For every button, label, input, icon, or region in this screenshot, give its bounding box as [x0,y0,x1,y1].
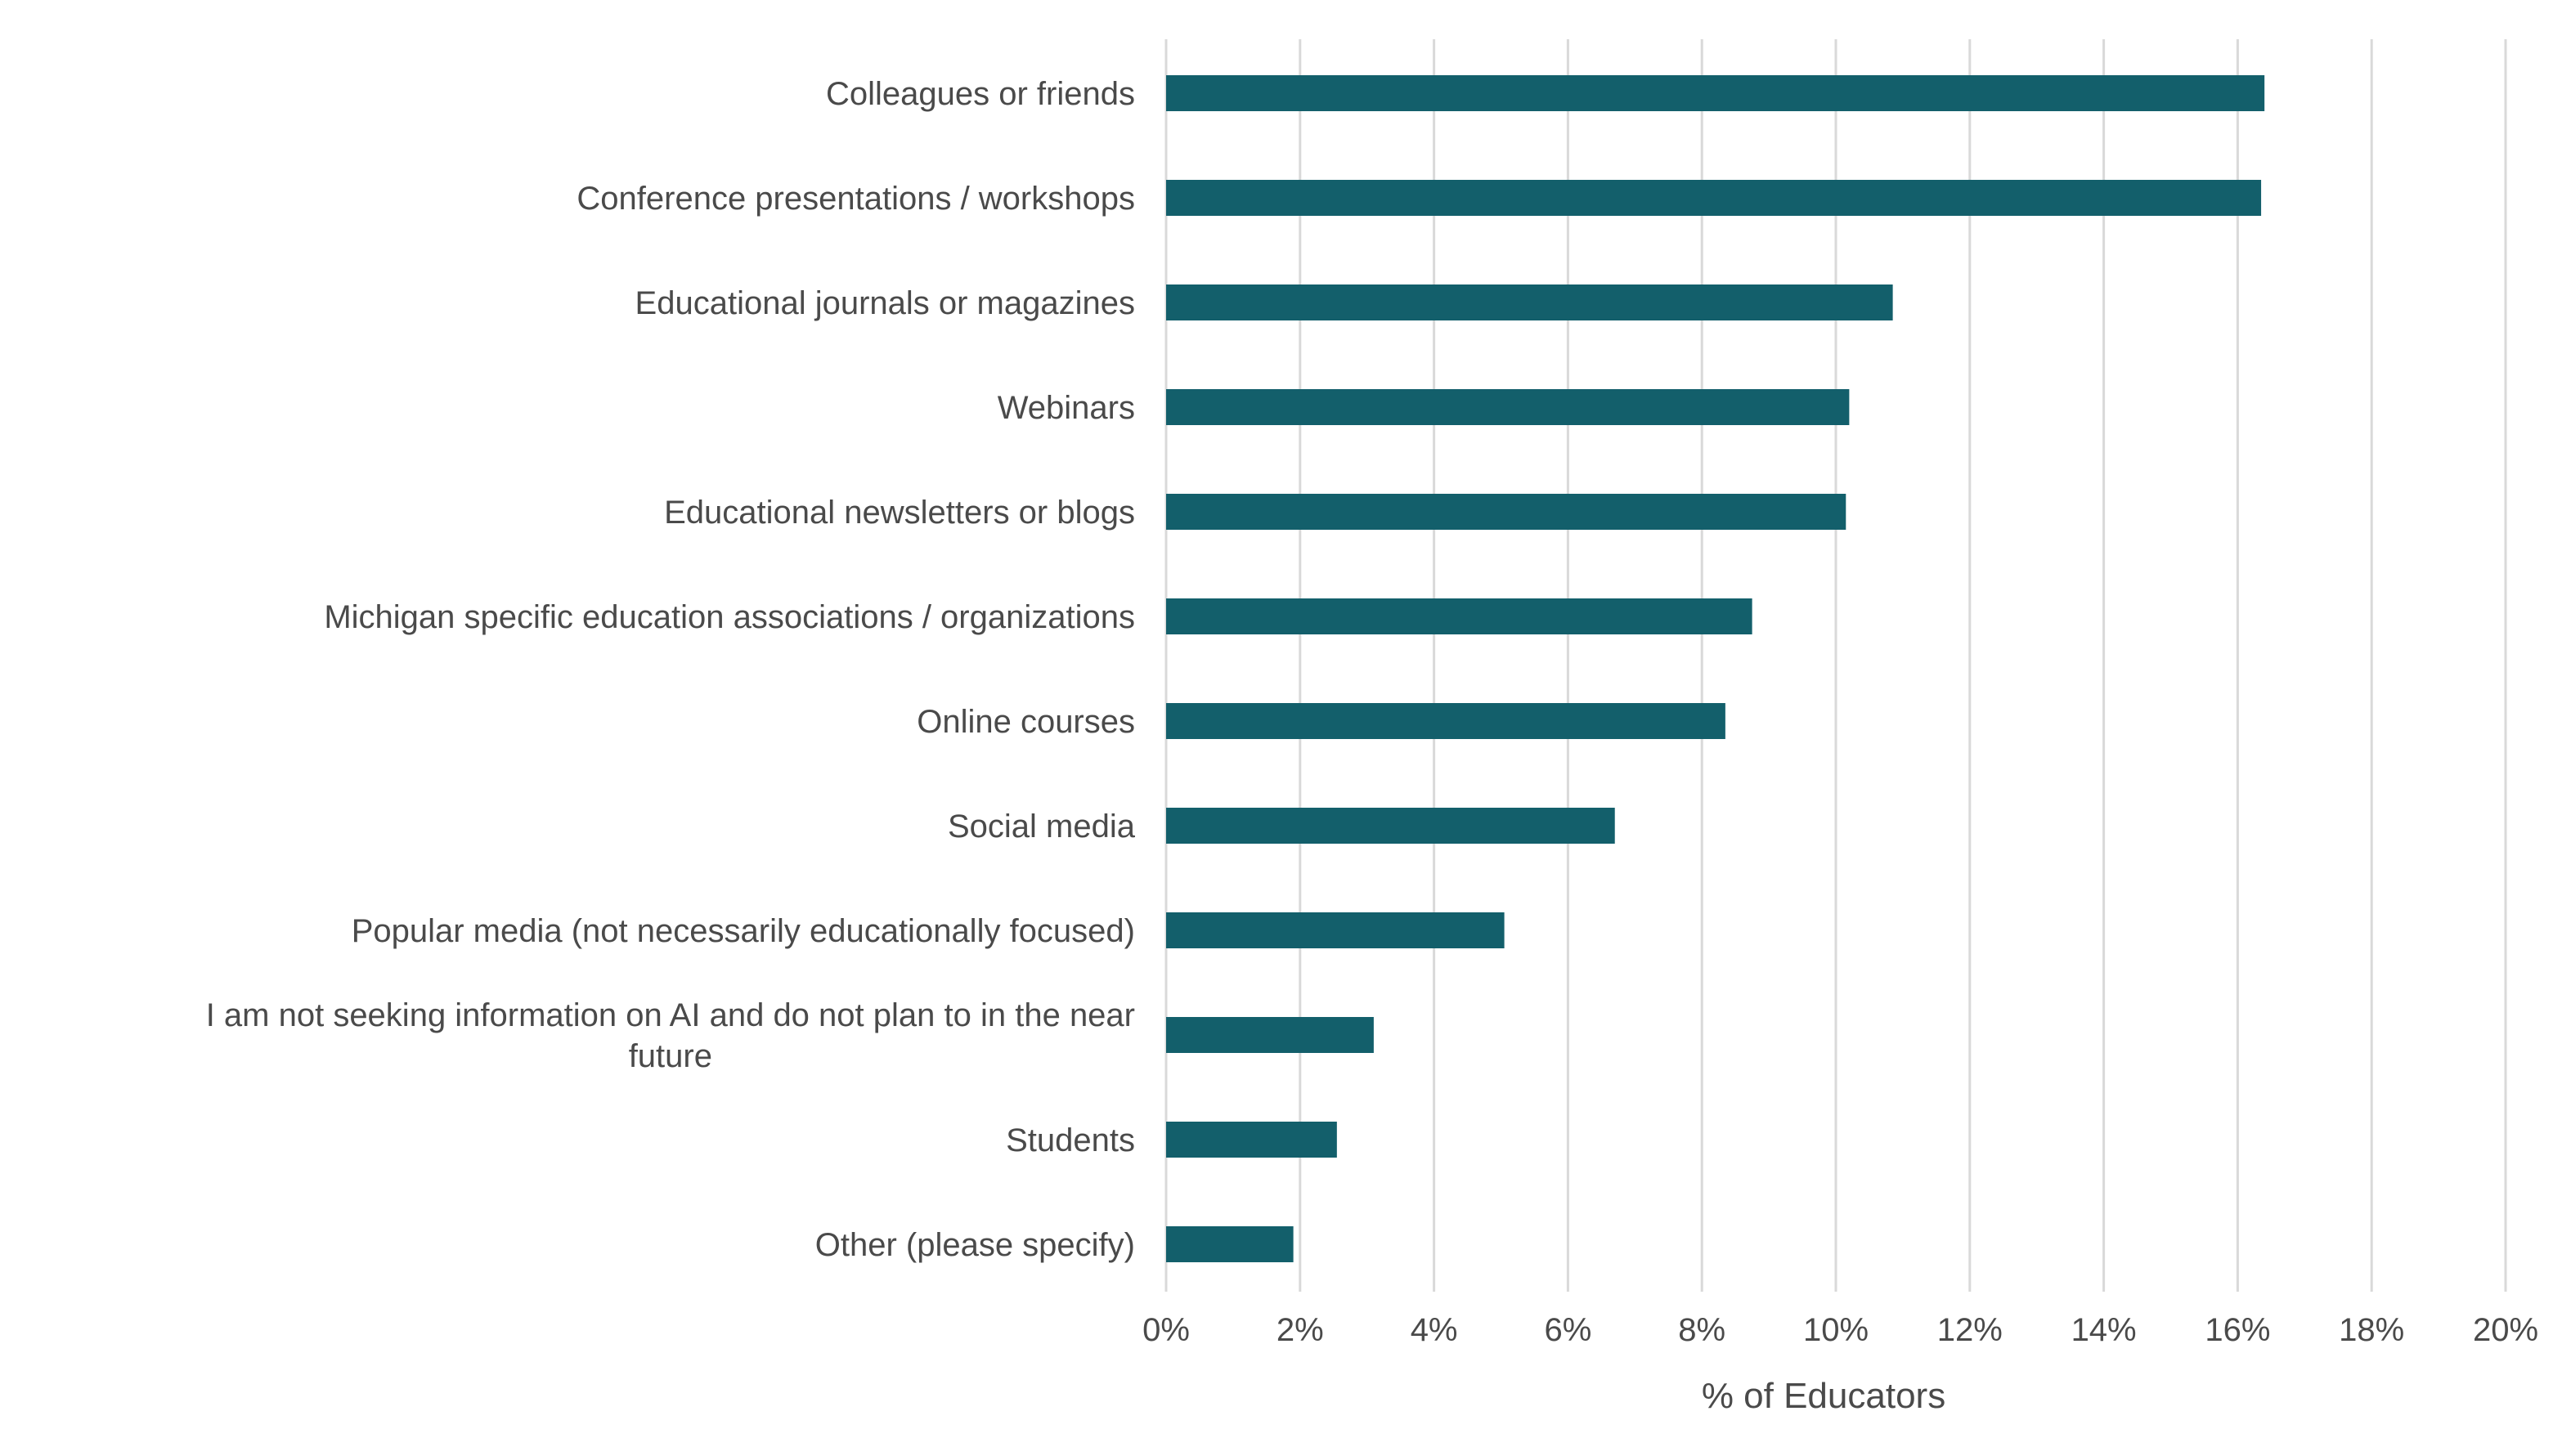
bar [1166,703,1725,739]
x-tick-label: 10% [1803,1312,1869,1348]
x-tick-label: 6% [1544,1312,1591,1348]
bars [1166,75,2265,1262]
category-label: Online courses [917,704,1135,740]
category-label: Webinars [998,390,1135,426]
category-label: Educational journals or magazines [635,285,1135,321]
x-tick-label: 12% [1937,1312,2003,1348]
category-label: Social media [948,809,1136,844]
category-label: Colleagues or friends [826,76,1135,112]
bar [1166,912,1505,948]
x-tick-label: 2% [1277,1312,1324,1348]
category-label: Conference presentations / workshops [577,181,1135,217]
category-labels: Colleagues or friends Conference presenta… [206,76,1136,1263]
category-label: Other (please specify) [815,1227,1135,1263]
x-tick-label: 16% [2205,1312,2270,1348]
x-tick-label: 0% [1142,1312,1190,1348]
x-tick-label: 18% [2339,1312,2404,1348]
category-label: Educational newsletters or blogs [664,495,1135,531]
bar [1166,284,1893,320]
x-tick-label: 8% [1678,1312,1725,1348]
bar [1166,75,2265,111]
bar [1166,180,2262,216]
category-label: Popular media (not necessarily education… [352,913,1135,949]
x-tick-label: 14% [2071,1312,2137,1348]
category-label: Michigan specific education associations… [324,599,1135,635]
category-label: Students [1006,1122,1135,1158]
category-label: I am not seeking information on AI and d… [206,997,1135,1074]
bar [1166,389,1850,425]
bar [1166,598,1752,634]
bar [1166,1226,1294,1262]
x-tick-label: 4% [1411,1312,1458,1348]
bar [1166,1017,1374,1053]
bar [1166,808,1615,844]
x-tick-label: 20% [2473,1312,2538,1348]
x-axis-title: % of Educators [1702,1376,1945,1416]
bar [1166,1122,1337,1158]
x-tick-labels: 0% 2% 4% 6% 8% 10% 12% 14% 16% 18% 20% [1142,1312,2538,1348]
gridlines [1164,39,2507,1292]
bar [1166,494,1846,530]
